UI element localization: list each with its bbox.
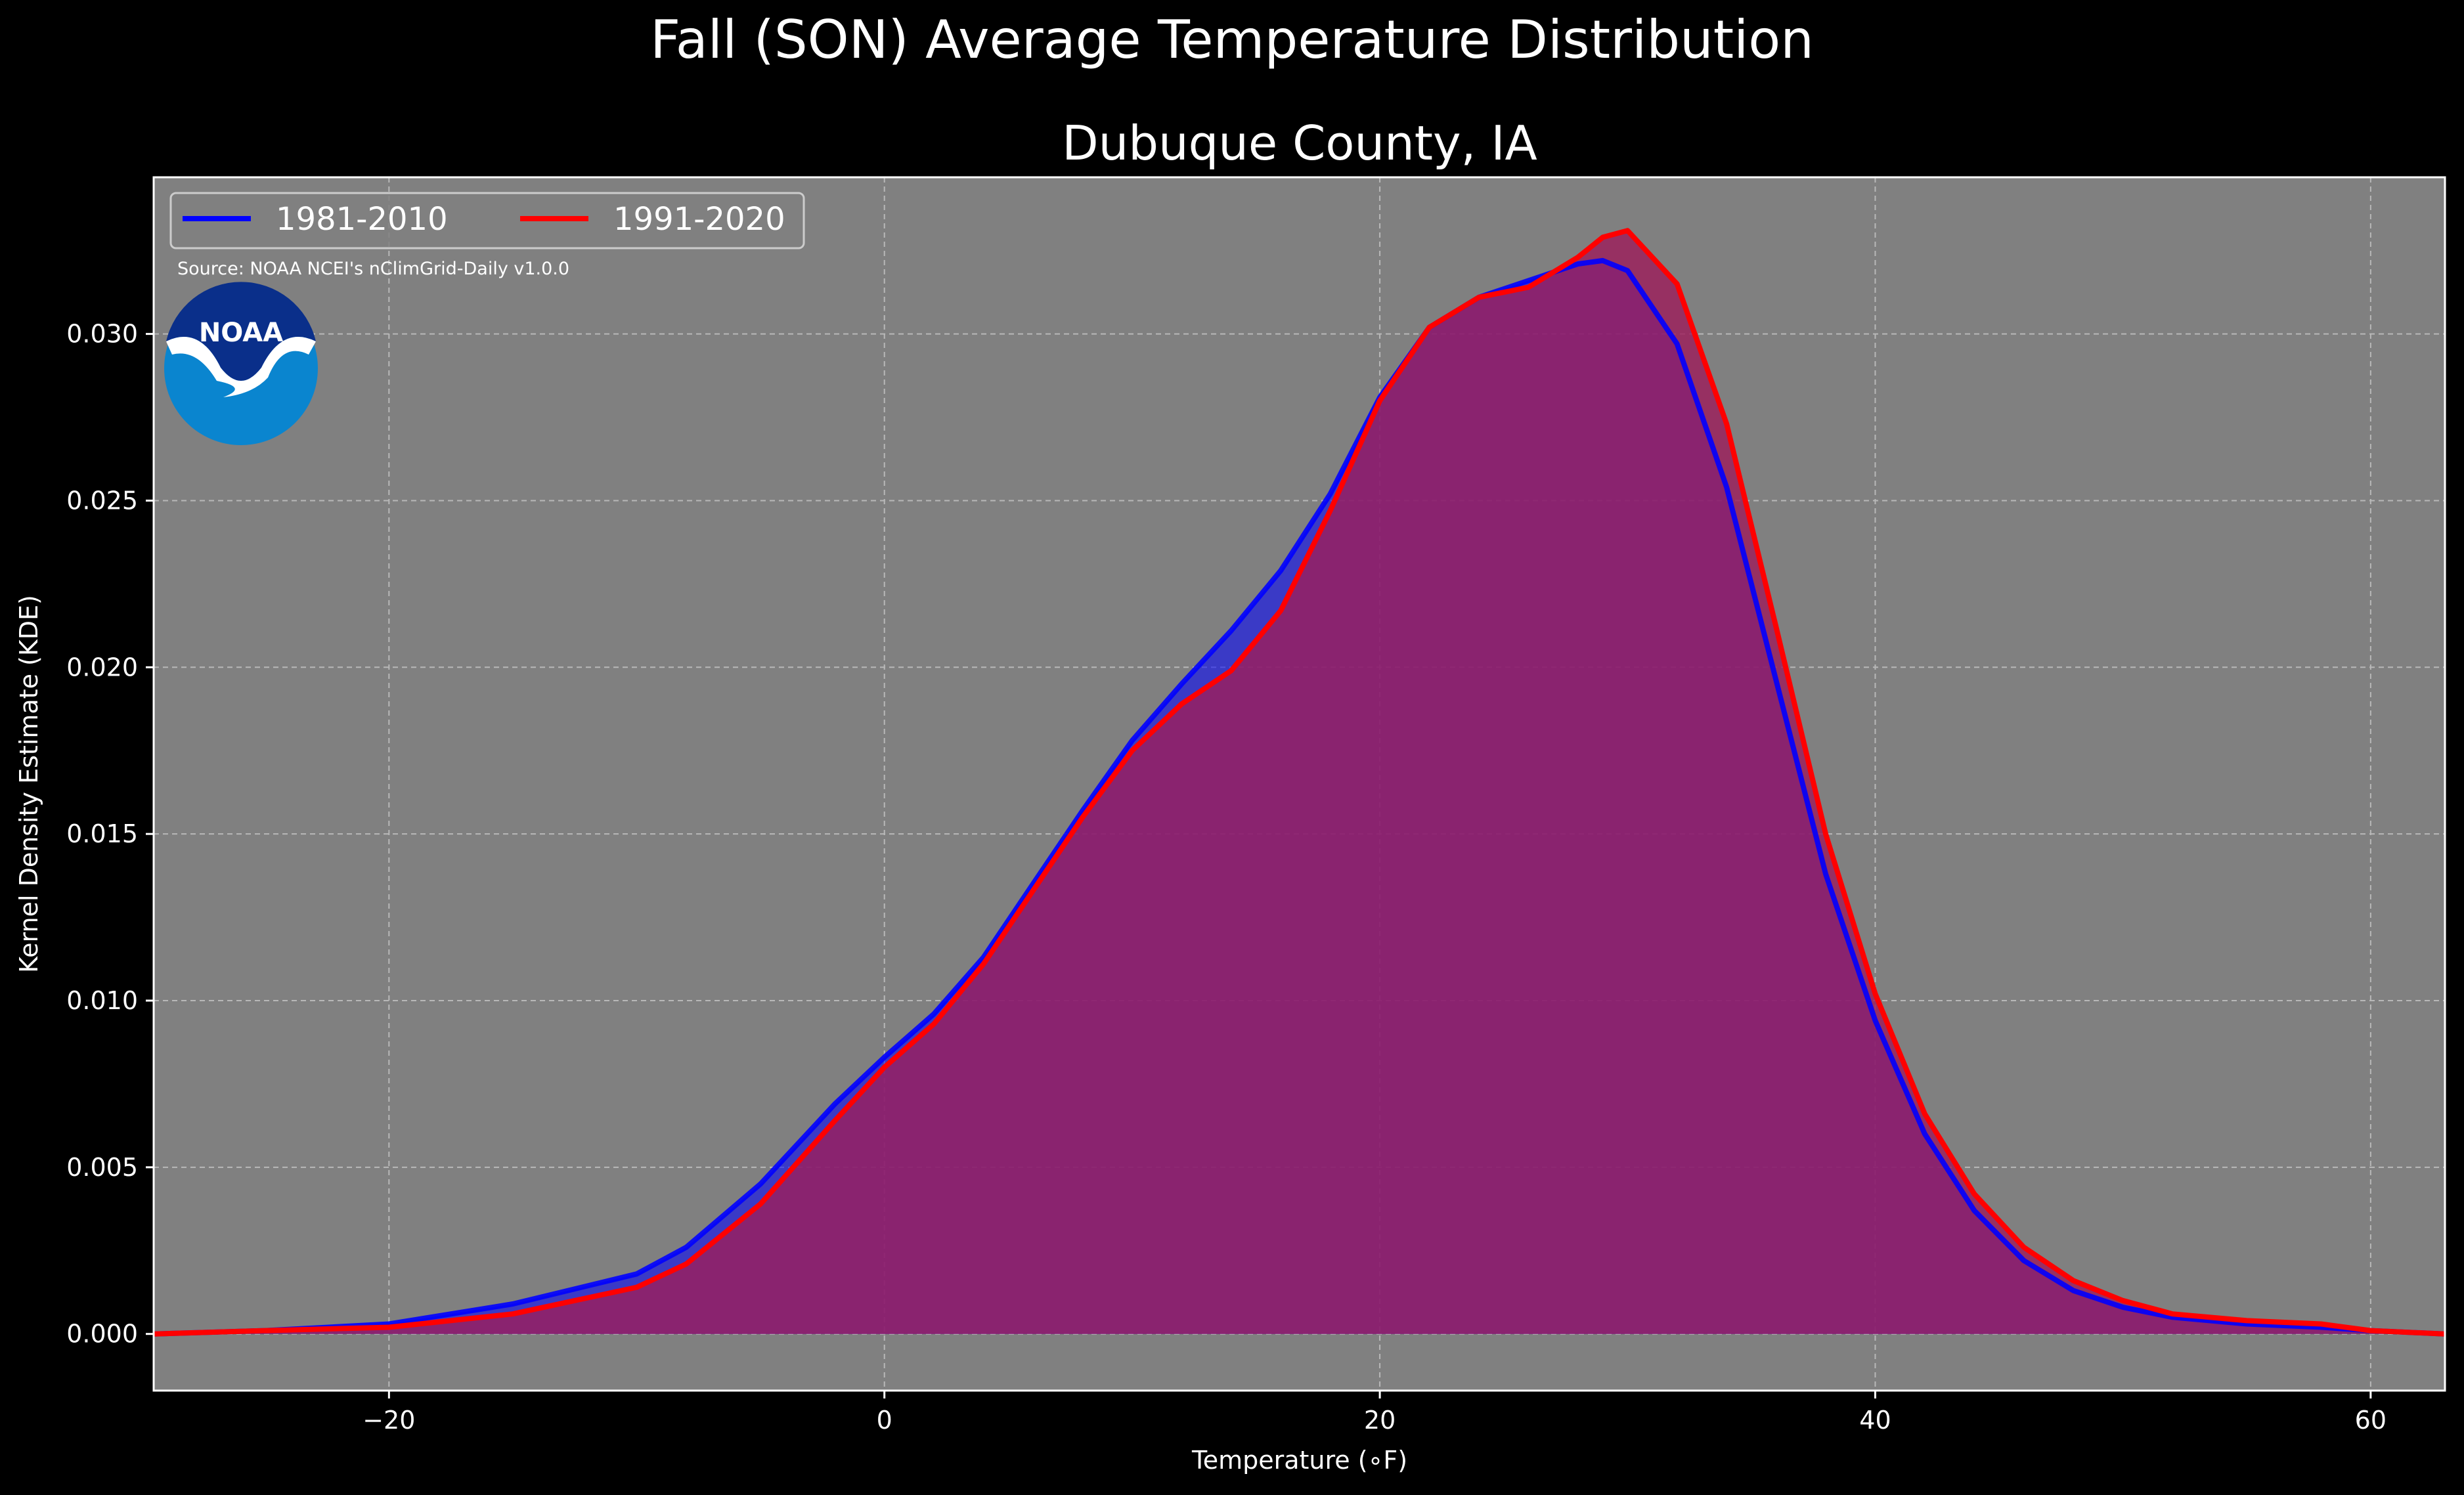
x-tick-label-4: 60 bbox=[2355, 1406, 2387, 1435]
x-tick-label-3: 40 bbox=[1859, 1406, 1891, 1435]
kde-line-1991-2020 bbox=[153, 228, 2446, 1337]
x-axis-label: Temperature (∘F) bbox=[1191, 1446, 1407, 1475]
y-tick-label-6: 0.030 bbox=[66, 320, 138, 349]
noaa-logo-bird bbox=[166, 337, 316, 397]
noaa-logo-sky bbox=[166, 282, 316, 381]
chart-title: Fall (SON) Average Temperature Distribut… bbox=[650, 9, 1814, 70]
y-tick-label-5: 0.025 bbox=[66, 486, 138, 515]
y-tick-label-0: 0.000 bbox=[66, 1320, 138, 1349]
noaa-logo: NOAA bbox=[164, 282, 318, 445]
y-tick-label-3: 0.015 bbox=[66, 819, 138, 848]
y-axis-label: Kernel Density Estimate (KDE) bbox=[14, 595, 43, 973]
noaa-logo-text: NOAA bbox=[199, 318, 283, 348]
y-tick-label-2: 0.010 bbox=[66, 986, 138, 1015]
kde-fill-1991-2020 bbox=[154, 230, 2445, 1334]
x-tick-label-0: −20 bbox=[363, 1406, 415, 1435]
legend-box bbox=[169, 192, 805, 249]
source-note: Source: NOAA NCEI's nClimGrid-Daily v1.0… bbox=[177, 259, 569, 279]
legend-label-1991-2020: 1991-2020 bbox=[613, 201, 785, 238]
y-tick-label-1: 0.005 bbox=[66, 1153, 138, 1182]
y-tick-label-4: 0.020 bbox=[66, 653, 138, 682]
legend: 1981-2010 1991-2020 bbox=[169, 192, 805, 249]
plot-frame bbox=[152, 176, 2446, 1392]
x-tick-label-1: 0 bbox=[877, 1406, 892, 1435]
x-tick-label-2: 20 bbox=[1364, 1406, 1396, 1435]
chart-subtitle: Dubuque County, IA bbox=[1062, 116, 1537, 171]
axis-ticks: −20 0 20 40 60 0.000 0.005 0.010 0.015 0.020 0.025… bbox=[66, 320, 2387, 1435]
series-layer bbox=[153, 228, 2446, 1337]
legend-label-1981-2010: 1981-2010 bbox=[276, 201, 448, 238]
